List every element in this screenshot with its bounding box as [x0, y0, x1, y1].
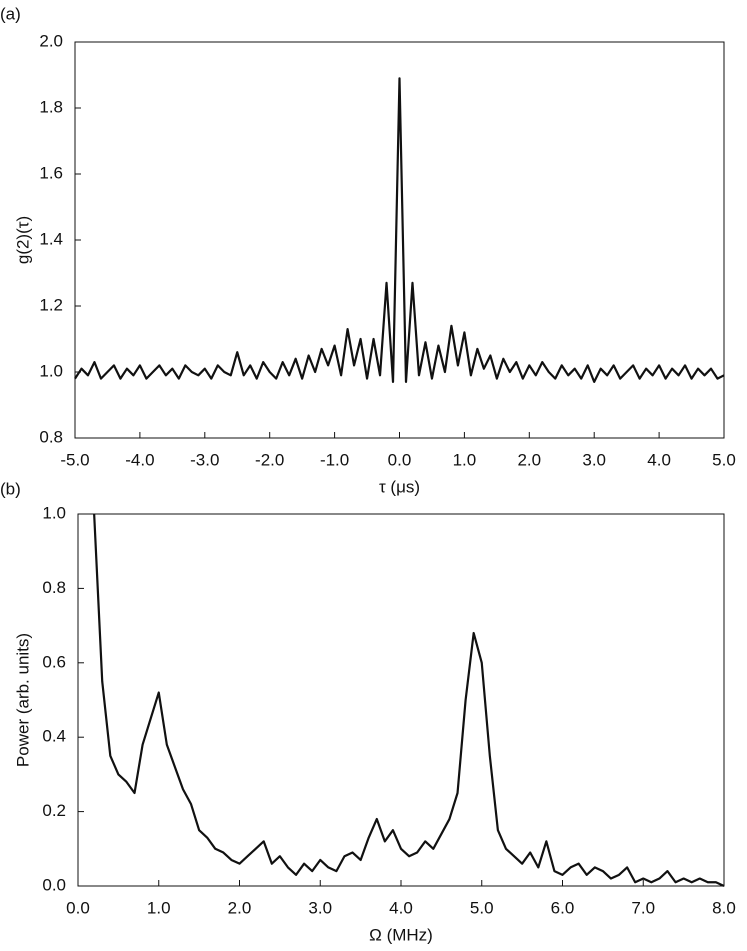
x-tick-label: 3.0: [582, 450, 606, 469]
y-tick-label: 1.2: [39, 295, 63, 314]
y-tick-label: 1.8: [39, 97, 63, 116]
x-tick-label: -1.0: [320, 450, 349, 469]
y-tick-label: 1.4: [39, 229, 63, 248]
x-tick-label: 4.0: [647, 450, 671, 469]
panel-label: (b): [0, 479, 21, 498]
y-tick-label: 0.0: [42, 875, 66, 894]
x-tick-label: 5.0: [470, 898, 494, 917]
x-tick-label: -3.0: [190, 450, 219, 469]
x-tick-label: 7.0: [631, 898, 655, 917]
x-tick-label: 2.0: [517, 450, 541, 469]
x-axis-label: τ (μs): [379, 477, 420, 496]
panel-label: (a): [0, 4, 21, 23]
x-tick-label: 0.0: [66, 898, 90, 917]
y-tick-label: 0.8: [42, 578, 66, 597]
plot-frame: [77, 513, 725, 887]
y-tick-label: 2.0: [39, 31, 63, 50]
x-tick-label: 8.0: [712, 898, 736, 917]
x-tick-label: -5.0: [60, 450, 89, 469]
y-tick-label: 1.0: [39, 361, 63, 380]
x-tick-label: -4.0: [125, 450, 154, 469]
x-tick-label: 3.0: [308, 898, 332, 917]
y-tick-label: 0.2: [42, 801, 66, 820]
y-tick-label: 0.6: [42, 652, 66, 671]
x-tick-label: 5.0: [712, 450, 736, 469]
x-tick-label: 1.0: [453, 450, 477, 469]
data-line: [93, 513, 725, 887]
data-line: [74, 77, 725, 383]
y-tick-label: 1.0: [42, 503, 66, 522]
y-tick-label: 0.8: [39, 427, 63, 446]
y-tick-label: 0.4: [42, 727, 66, 746]
y-tick-label: 1.6: [39, 163, 63, 182]
y-axis-label: g(2)(τ): [13, 216, 32, 264]
x-tick-label: 2.0: [228, 898, 252, 917]
x-tick-label: 0.0: [388, 450, 412, 469]
x-tick-label: 1.0: [147, 898, 171, 917]
y-axis-label: Power (arb. units): [13, 633, 32, 767]
x-tick-label: 6.0: [551, 898, 575, 917]
x-axis-label: Ω (MHz): [369, 925, 433, 944]
x-tick-label: 4.0: [389, 898, 413, 917]
x-tick-label: -2.0: [255, 450, 284, 469]
